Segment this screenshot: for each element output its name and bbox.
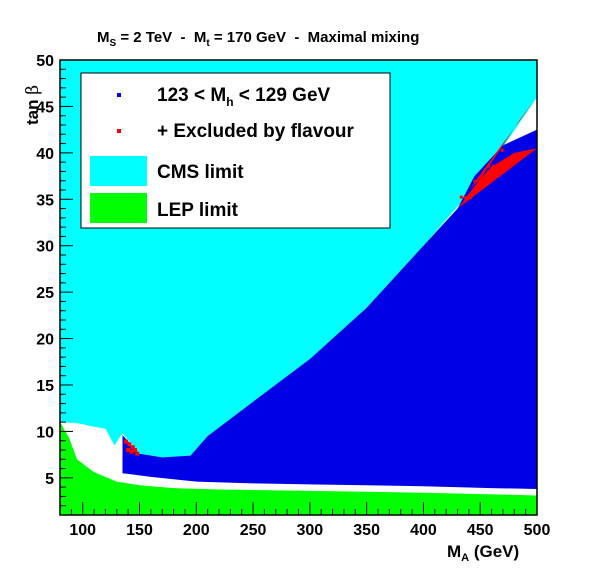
- y-tick-label: 15: [36, 378, 54, 395]
- y-tick-label: 25: [36, 285, 54, 302]
- x-tick-label: 450: [467, 522, 494, 539]
- x-tick-label: 200: [183, 522, 210, 539]
- y-tick-label: 45: [36, 99, 54, 116]
- y-axis-title: tan β: [23, 85, 43, 125]
- flavour-point: [127, 442, 132, 447]
- flavour-point: [130, 445, 135, 450]
- x-tick-label: 400: [410, 522, 437, 539]
- flavour-point: [482, 180, 486, 184]
- x-tick-label: 100: [69, 522, 96, 539]
- flavour-point: [496, 165, 500, 169]
- y-tick-label: 5: [45, 471, 54, 488]
- legend-label-mh: 123 < Mh < 129 GeV: [157, 85, 331, 109]
- x-axis-ticks: 100 150 200 250 300 350 400 450 500: [69, 502, 550, 539]
- flavour-point: [473, 180, 477, 183]
- flavour-point: [491, 164, 495, 168]
- y-tick-label: 40: [36, 146, 54, 163]
- y-tick-label: 50: [36, 53, 54, 70]
- legend-swatch-cms: [90, 156, 147, 186]
- legend-label-cms: CMS limit: [157, 162, 244, 183]
- y-tick-label: 30: [36, 239, 54, 256]
- x-tick-label: 250: [240, 522, 267, 539]
- x-tick-label: 350: [353, 522, 380, 539]
- flavour-point: [459, 195, 463, 199]
- region-flavour-excluded: [457, 97, 537, 209]
- region-lep-limit: [60, 422, 537, 515]
- x-tick-label: 300: [297, 522, 324, 539]
- y-axis-ticks: 5 10 15 20 25 30 35 40 45 50: [36, 53, 73, 507]
- chart-title: MS = 2 TeV - Mt = 170 GeV - Maximal mixi…: [97, 29, 419, 49]
- flavour-point: [126, 448, 131, 452]
- flavour-point: [500, 148, 504, 152]
- legend-swatch-lep: [90, 193, 147, 223]
- region-mh-window: [122, 129, 537, 489]
- flavour-point: [487, 164, 490, 168]
- legend-label-flavour: + Excluded by flavour: [157, 121, 355, 142]
- legend-marker-mh: [117, 93, 121, 97]
- x-tick-label: 500: [524, 522, 551, 539]
- legend: 123 < Mh < 129 GeV + Excluded by flavour…: [80, 72, 391, 229]
- flavour-point: [477, 180, 481, 184]
- flavour-point: [129, 449, 134, 454]
- flavour-point: [135, 451, 140, 456]
- x-tick-label: 150: [126, 522, 153, 539]
- legend-label-lep: LEP limit: [157, 200, 239, 221]
- y-tick-label: 10: [36, 424, 54, 441]
- legend-marker-flavour: [117, 129, 121, 133]
- flavour-point: [133, 448, 137, 452]
- y-tick-label: 35: [36, 192, 54, 209]
- y-tick-label: 20: [36, 332, 54, 349]
- x-axis-title: MA (GeV): [447, 542, 519, 564]
- flavour-point: [468, 196, 472, 200]
- flavour-point: [123, 439, 128, 444]
- flavour-point: [464, 195, 468, 199]
